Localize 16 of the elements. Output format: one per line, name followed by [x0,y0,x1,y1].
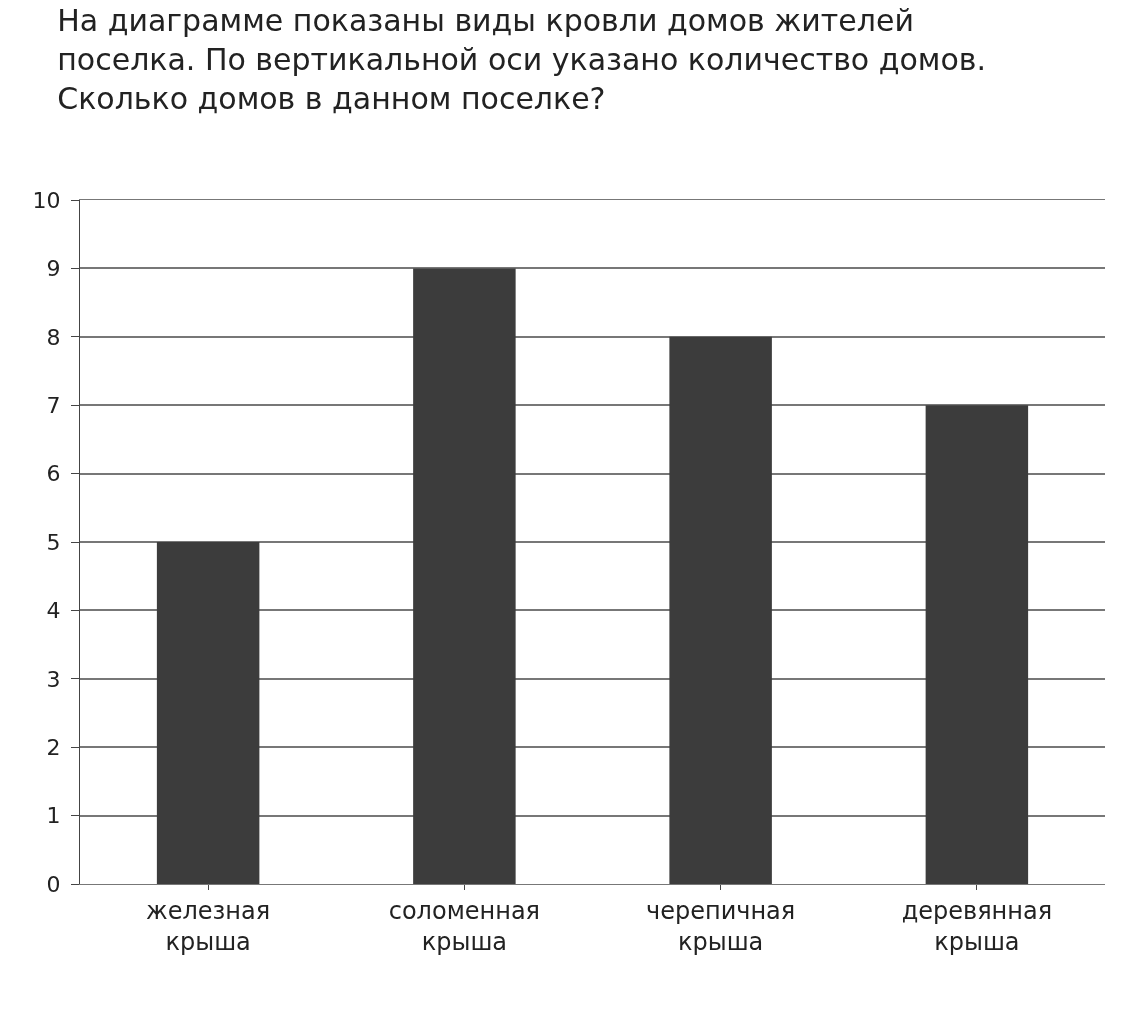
y-tick-label: 6 [46,461,61,487]
y-tick-label: 5 [46,529,61,555]
x-tick-label: железная крыша [146,896,271,956]
y-tick-label: 4 [46,598,61,624]
y-tick-label: 8 [46,324,61,350]
y-tick-label: 2 [46,734,61,760]
y-tick-label: 7 [46,392,61,418]
x-tick-label: черепичная крыша [646,896,796,956]
y-tick-label: 0 [46,871,61,897]
y-tick-label: 3 [46,666,61,692]
x-tick-label: деревянная крыша [901,896,1053,956]
y-tick-label: 1 [46,803,61,829]
x-tick-label: соломенная крыша [388,896,541,956]
y-tick-label: 9 [46,256,61,282]
y-tick-label: 10 [32,187,61,213]
chart-title: На диаграмме показаны виды кровли домов жителей поселка. По вертикальной оси указано количество домов. Сколько домов в данном поселке? [57,3,987,117]
